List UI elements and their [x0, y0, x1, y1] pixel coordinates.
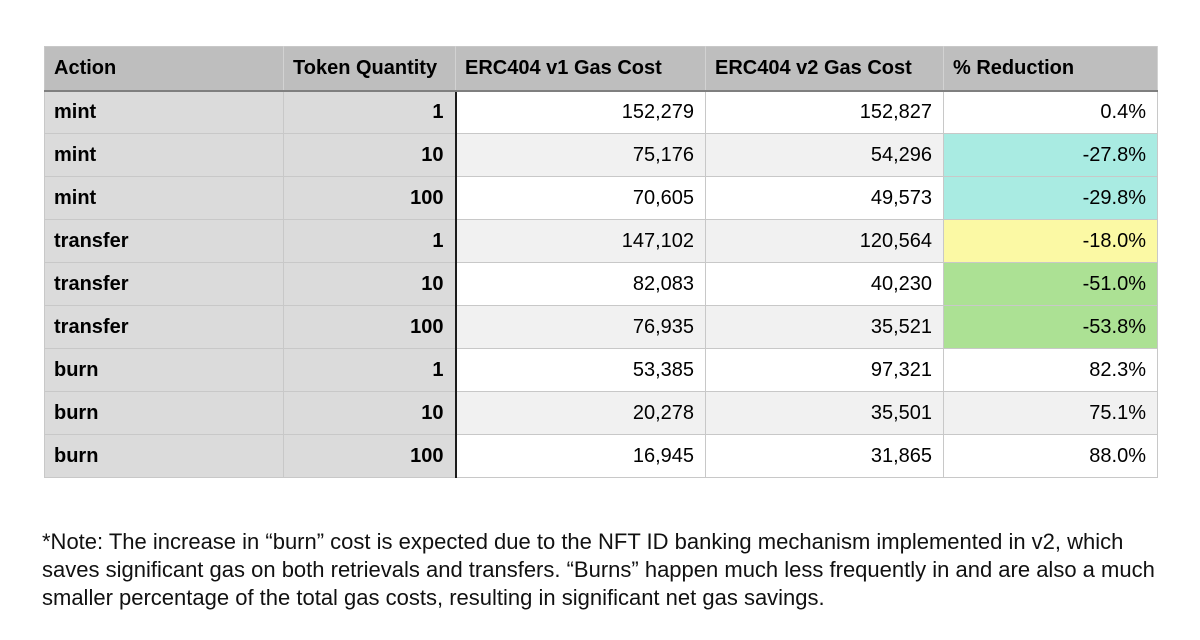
cell-reduction: 0.4% — [943, 90, 1158, 134]
footnote: *Note: The increase in “burn” cost is ex… — [42, 529, 1155, 610]
cell-v2-gas: 49,573 — [705, 176, 944, 220]
cell-token-quantity: 10 — [283, 391, 457, 435]
cell-token-quantity: 10 — [283, 262, 457, 306]
cell-reduction: 88.0% — [943, 434, 1158, 478]
cell-v2-gas: 40,230 — [705, 262, 944, 306]
table-row: mint 1 152,279 152,827 0.4% — [44, 90, 1158, 134]
cell-v2-gas: 54,296 — [705, 133, 944, 177]
cell-action: mint — [44, 176, 284, 220]
cell-action: transfer — [44, 219, 284, 263]
cell-token-quantity: 100 — [283, 305, 457, 349]
cell-v1-gas: 53,385 — [455, 348, 706, 392]
table-row: burn 10 20,278 35,501 75.1% — [44, 391, 1158, 435]
table-row: mint 100 70,605 49,573 -29.8% — [44, 176, 1158, 220]
cell-reduction: 75.1% — [943, 391, 1158, 435]
table-row: transfer 10 82,083 40,230 -51.0% — [44, 262, 1158, 306]
cell-action: burn — [44, 348, 284, 392]
cell-token-quantity: 1 — [283, 219, 457, 263]
header-token-quantity: Token Quantity — [283, 46, 456, 92]
cell-v2-gas: 35,501 — [705, 391, 944, 435]
header-v2-gas-cost: ERC404 v2 Gas Cost — [705, 46, 944, 92]
cell-v1-gas: 70,605 — [455, 176, 706, 220]
header-percent-reduction: % Reduction — [943, 46, 1158, 92]
gas-cost-comparison-table: Action Token Quantity ERC404 v1 Gas Cost… — [44, 46, 1158, 478]
cell-v2-gas: 31,865 — [705, 434, 944, 478]
cell-action: mint — [44, 90, 284, 134]
cell-reduction: -27.8% — [943, 133, 1158, 177]
cell-reduction: -18.0% — [943, 219, 1158, 263]
cell-v1-gas: 152,279 — [455, 90, 706, 134]
cell-v1-gas: 75,176 — [455, 133, 706, 177]
cell-action: burn — [44, 434, 284, 478]
cell-action: burn — [44, 391, 284, 435]
table-row: burn 100 16,945 31,865 88.0% — [44, 434, 1158, 478]
header-v1-gas-cost: ERC404 v1 Gas Cost — [455, 46, 706, 92]
header-action: Action — [44, 46, 284, 92]
cell-v1-gas: 76,935 — [455, 305, 706, 349]
table-row: burn 1 53,385 97,321 82.3% — [44, 348, 1158, 392]
cell-token-quantity: 100 — [283, 176, 457, 220]
cell-action: mint — [44, 133, 284, 177]
cell-v2-gas: 35,521 — [705, 305, 944, 349]
cell-v1-gas: 20,278 — [455, 391, 706, 435]
cell-reduction: -51.0% — [943, 262, 1158, 306]
table-row: transfer 100 76,935 35,521 -53.8% — [44, 305, 1158, 349]
cell-action: transfer — [44, 305, 284, 349]
table-row: mint 10 75,176 54,296 -27.8% — [44, 133, 1158, 177]
cell-v1-gas: 16,945 — [455, 434, 706, 478]
table-row: transfer 1 147,102 120,564 -18.0% — [44, 219, 1158, 263]
cell-v1-gas: 147,102 — [455, 219, 706, 263]
cell-token-quantity: 10 — [283, 133, 457, 177]
cell-v2-gas: 97,321 — [705, 348, 944, 392]
cell-token-quantity: 1 — [283, 348, 457, 392]
cell-v2-gas: 152,827 — [705, 90, 944, 134]
cell-reduction: -29.8% — [943, 176, 1158, 220]
cell-token-quantity: 1 — [283, 90, 457, 134]
table-header-row: Action Token Quantity ERC404 v1 Gas Cost… — [44, 46, 1158, 92]
cell-reduction: 82.3% — [943, 348, 1158, 392]
cell-action: transfer — [44, 262, 284, 306]
cell-token-quantity: 100 — [283, 434, 457, 478]
cell-reduction: -53.8% — [943, 305, 1158, 349]
cell-v1-gas: 82,083 — [455, 262, 706, 306]
cell-v2-gas: 120,564 — [705, 219, 944, 263]
